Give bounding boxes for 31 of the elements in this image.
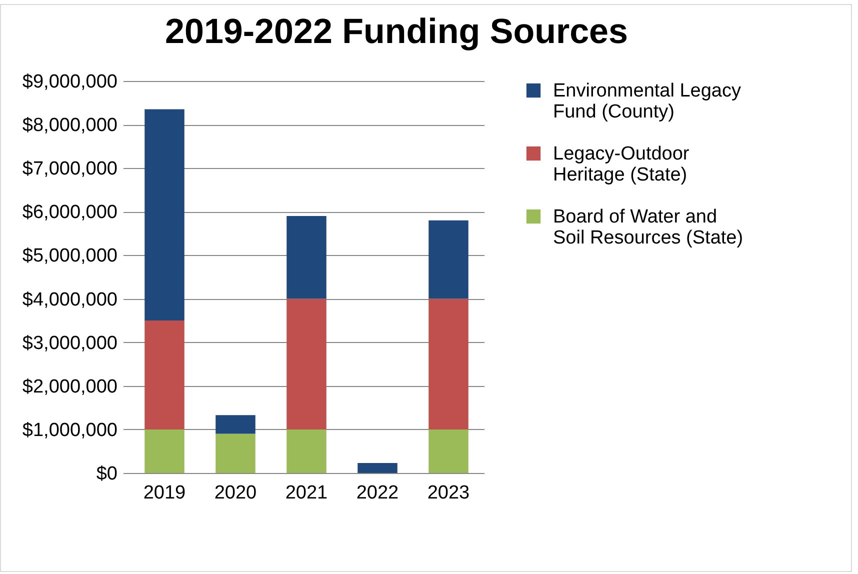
bar [144, 320, 184, 430]
bar [216, 434, 256, 473]
bar [428, 429, 468, 473]
y-tick-label: $0 [96, 464, 118, 484]
legend-label: Board of Water and Soil Resources (State) [553, 206, 744, 248]
x-tick-label: 2021 [285, 482, 328, 504]
y-tick-label: $4,000,000 [22, 289, 118, 310]
x-tick-label: 2020 [214, 482, 257, 504]
bar [286, 298, 326, 430]
y-tick-label: $8,000,000 [22, 115, 118, 136]
legend-label: Environmental Legacy Fund (County) [553, 80, 742, 122]
legend-label: Legacy-Outdoor Heritage (State) [553, 144, 690, 186]
x-tick-label: 2023 [427, 482, 470, 504]
x-tick-label: 2019 [143, 482, 186, 504]
x-tick-label: 2022 [356, 482, 399, 504]
bar [428, 220, 468, 299]
y-tick-label: $6,000,000 [22, 202, 118, 224]
bar [358, 462, 398, 473]
bar [286, 429, 326, 473]
y-tick-label: $2,000,000 [22, 376, 118, 398]
y-tick-label: $1,000,000 [22, 420, 118, 441]
bar [144, 429, 184, 473]
bar [216, 415, 256, 434]
chart-title: 2019-2022 Funding Sources [165, 12, 628, 51]
y-tick-label: $5,000,000 [22, 246, 118, 267]
bar [144, 109, 184, 321]
bar [428, 298, 468, 430]
y-tick-label: $3,000,000 [22, 332, 118, 354]
bar [286, 216, 326, 299]
y-tick-label: $7,000,000 [22, 158, 118, 180]
y-tick-label: $9,000,000 [22, 72, 118, 92]
